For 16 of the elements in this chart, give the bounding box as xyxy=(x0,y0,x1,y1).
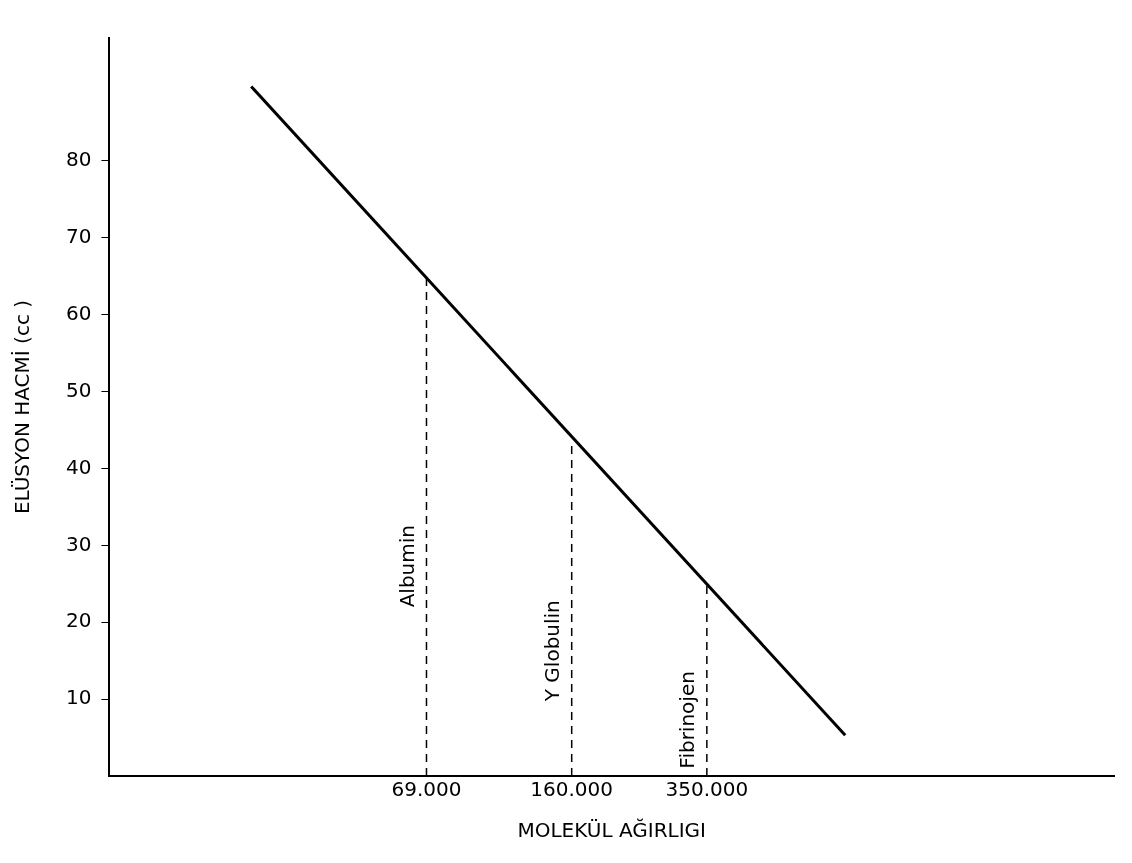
y-tick-label: 70 xyxy=(66,224,92,249)
y-tick-label: 60 xyxy=(66,300,92,325)
text: Y Globulin xyxy=(539,600,564,703)
x-axis-title: MOLEKÜL AĞIRLIGI xyxy=(517,818,707,843)
y-tick-label: 80 xyxy=(66,147,92,172)
y-tick-label: 20 xyxy=(66,608,92,633)
y-tick-label: 40 xyxy=(66,454,92,479)
y-tick-label: 50 xyxy=(66,377,92,402)
y-tick-label: 10 xyxy=(66,685,92,710)
x-tick-label: 69.000 xyxy=(391,777,462,802)
y-axis-title: ELÜSYON HACMİ (cc ) xyxy=(10,299,35,515)
x-tick-label: 350.000 xyxy=(665,777,749,802)
text: Fibrinojen xyxy=(675,671,700,769)
y-tick-label: 30 xyxy=(66,531,92,556)
text: Albumin xyxy=(394,524,419,608)
x-tick-label: 160.000 xyxy=(530,777,614,802)
